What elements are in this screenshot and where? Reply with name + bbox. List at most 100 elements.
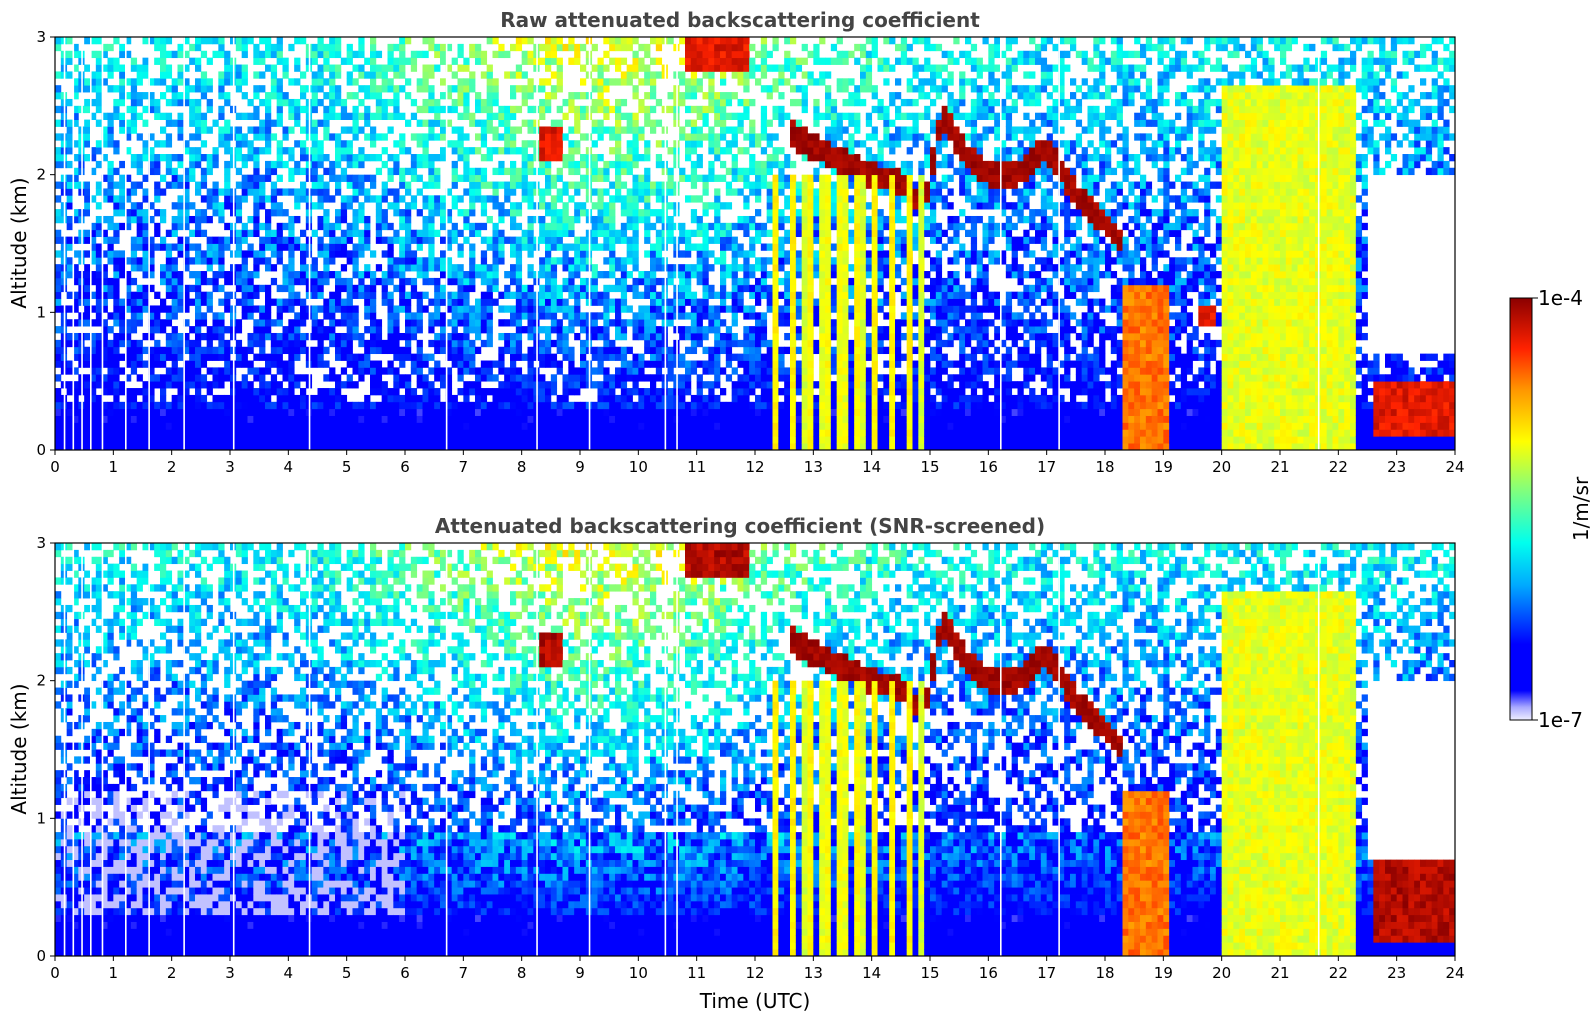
heatmap-cell: [731, 92, 738, 100]
heatmap-cell: [171, 202, 178, 210]
heatmap-cell: [702, 332, 709, 341]
heatmap-cell: [276, 37, 283, 45]
heatmap-cell: [749, 422, 756, 430]
heatmap-cell: [165, 119, 173, 127]
heatmap-cell: [352, 381, 359, 389]
heatmap-cell: [655, 401, 663, 410]
heatmap-cell: [690, 215, 698, 224]
heatmap-cell: [422, 429, 429, 437]
heatmap-cell: [113, 429, 120, 437]
heatmap-cell: [562, 326, 569, 334]
heatmap-cell: [340, 264, 348, 272]
heatmap-cell: [136, 154, 143, 162]
heatmap-cell: [66, 195, 73, 203]
heatmap-cell: [603, 222, 610, 231]
heatmap-cell: [725, 443, 733, 451]
heatmap-cell: [527, 319, 534, 327]
heatmap-cell: [685, 140, 692, 148]
heatmap-cell: [480, 401, 488, 410]
heatmap-cell: [562, 264, 569, 272]
heatmap-cell: [457, 429, 464, 437]
heatmap-cell: [95, 188, 103, 196]
heatmap-cell: [749, 71, 756, 79]
heatmap-cell: [626, 154, 633, 162]
heatmap-cell: [393, 339, 400, 348]
heatmap-cell: [294, 140, 301, 148]
heatmap-cell: [545, 147, 552, 155]
heatmap-cell: [177, 78, 184, 86]
heatmap-cell: [282, 160, 289, 169]
heatmap-cell: [224, 243, 231, 251]
heatmap-cell: [451, 312, 458, 320]
heatmap-cell: [568, 436, 575, 444]
heatmap-cell: [142, 71, 149, 79]
heatmap-cell: [340, 195, 348, 203]
heatmap-cell: [195, 367, 202, 375]
heatmap-cell: [66, 188, 73, 196]
heatmap-cell: [714, 43, 721, 52]
heatmap-cell: [568, 98, 575, 107]
heatmap-cell: [136, 229, 143, 238]
heatmap-cell: [685, 78, 692, 86]
heatmap-cell: [580, 209, 587, 217]
heatmap-cell: [556, 443, 563, 451]
heatmap-cell: [241, 264, 248, 272]
heatmap-cell: [270, 181, 278, 189]
heatmap-cell: [235, 167, 243, 176]
heatmap-cell: [480, 388, 488, 396]
heatmap-cell: [364, 92, 371, 100]
heatmap-cell: [475, 346, 482, 355]
heatmap-cell: [749, 312, 756, 320]
heatmap-cell: [224, 422, 231, 430]
heatmap-cell: [364, 243, 371, 251]
heatmap-cell: [113, 346, 120, 355]
heatmap-cell: [352, 195, 359, 203]
heatmap-cell: [428, 353, 435, 361]
heatmap-cell: [84, 85, 91, 93]
heatmap-cell: [241, 160, 248, 169]
heatmap-cell: [463, 443, 470, 451]
heatmap-cell: [253, 429, 260, 437]
heatmap-cell: [539, 422, 546, 430]
heatmap-cell: [720, 64, 727, 72]
heatmap-cell: [434, 422, 441, 430]
heatmap-cell: [323, 229, 330, 238]
heatmap-cell: [515, 408, 523, 416]
heatmap-cell: [55, 236, 62, 244]
heatmap-cell: [562, 112, 569, 120]
heatmap-cell: [276, 229, 283, 238]
heatmap-cell: [195, 215, 202, 224]
heatmap-cell: [480, 305, 488, 313]
heatmap-cell: [399, 57, 406, 65]
heatmap-cell: [696, 154, 703, 162]
heatmap-cell: [545, 133, 552, 141]
heatmap-cell: [335, 92, 342, 100]
heatmap-cell: [189, 339, 196, 348]
heatmap-cell: [352, 64, 359, 72]
heatmap-cell: [714, 374, 721, 382]
heatmap-cell: [498, 353, 505, 361]
heatmap-cell: [276, 98, 283, 107]
heatmap-cell: [212, 188, 219, 196]
heatmap-cell: [335, 250, 342, 258]
heatmap-cell: [498, 381, 505, 389]
heatmap-cell: [451, 195, 458, 203]
heatmap-cell: [556, 339, 563, 348]
heatmap-cell: [235, 429, 243, 437]
heatmap-cell: [655, 277, 663, 286]
heatmap-cell: [568, 147, 575, 155]
heatmap-cell: [667, 401, 674, 410]
heatmap-cell: [714, 140, 721, 148]
heatmap-cell: [696, 85, 703, 93]
heatmap-cell: [667, 436, 674, 444]
heatmap-cell: [492, 195, 499, 203]
heatmap-cell: [667, 429, 674, 437]
heatmap-cell: [206, 415, 213, 423]
heatmap-cell: [95, 277, 103, 286]
heatmap-cell: [235, 43, 243, 52]
heatmap-cell: [679, 264, 686, 272]
heatmap-cell: [434, 415, 441, 423]
heatmap-cell: [142, 422, 149, 430]
heatmap-cell: [130, 209, 138, 217]
heatmap-cell: [475, 312, 482, 320]
